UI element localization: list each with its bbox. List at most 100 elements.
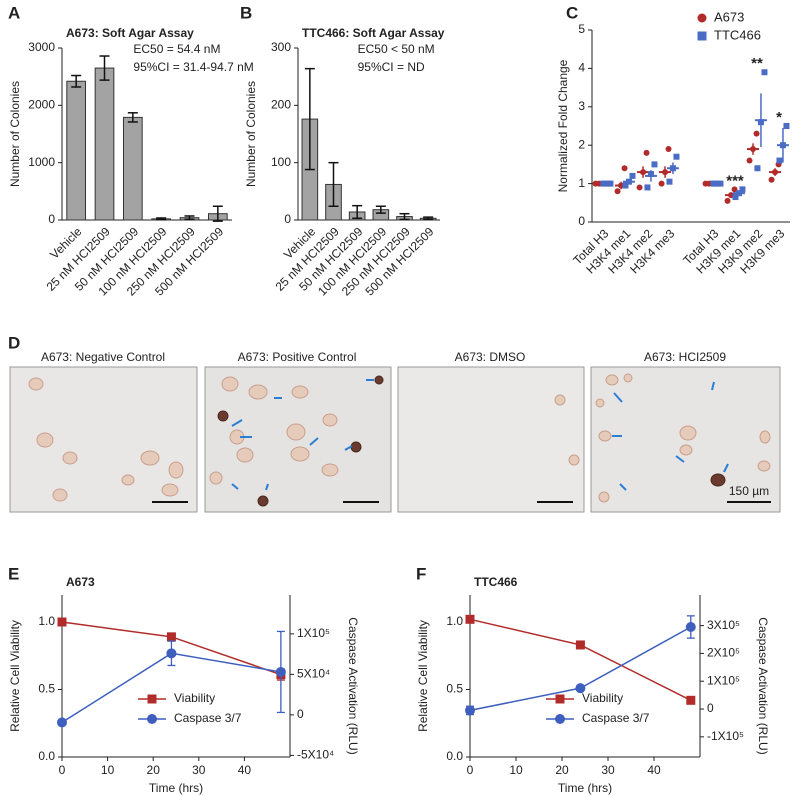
y-tick-label: 4 [578, 61, 585, 75]
x-tick-label: 30 [192, 763, 206, 777]
data-point [621, 165, 628, 172]
annotation: 95%CI = 31.4-94.7 nM [133, 60, 253, 74]
chart-title: TTC466 [474, 575, 518, 589]
x-tick-label: 30 [601, 763, 615, 777]
significance-label: *** [726, 172, 744, 189]
legend-label: Caspase 3/7 [174, 711, 242, 725]
legend-marker [147, 694, 157, 704]
arrows [231, 379, 729, 491]
data-point [166, 648, 177, 659]
chart-title: A673 [66, 575, 95, 589]
data-point [57, 717, 67, 728]
y-tick-label: 0.0 [446, 749, 463, 763]
bar [94, 67, 115, 221]
x-tick-label: 0 [59, 763, 66, 777]
y-axis-label: Relative Cell Viability [416, 620, 430, 732]
y2-tick-label: -1X10⁵ [707, 729, 744, 743]
bar [122, 116, 143, 221]
y-axis-label: Number of Colonies [244, 81, 258, 187]
y-tick-label: 100 [271, 155, 291, 169]
legend-marker [555, 714, 565, 724]
panel-letter: D [8, 333, 20, 352]
y-axis-label: Number of Colonies [8, 81, 22, 187]
significance-label: ** [751, 55, 763, 72]
data-point [465, 705, 475, 716]
annotation: 95%CI = ND [358, 60, 425, 74]
chart-title: A673: Soft Agar Assay [66, 26, 194, 40]
y2-tick-label: 5X10⁴ [297, 667, 330, 681]
data-point [614, 188, 621, 195]
data-point [166, 632, 176, 642]
legend-marker [555, 694, 565, 704]
y-tick-label: 0 [578, 214, 585, 228]
y-tick-label: 1.0 [446, 614, 463, 628]
data-point [686, 695, 696, 705]
panel-letter: E [8, 564, 19, 583]
data-point [575, 640, 585, 650]
annotation: EC50 < 50 nM [358, 42, 435, 56]
y2-tick-label: 1X10⁵ [707, 673, 740, 687]
legend-marker [697, 31, 707, 41]
y2-axis-label: Caspase Activation (RLU) [346, 617, 360, 754]
data-point [575, 683, 586, 694]
data-point [776, 157, 783, 164]
y-tick-label: 0.5 [446, 682, 463, 696]
data-point [665, 146, 672, 153]
legend-label: Viability [582, 691, 623, 705]
cells [28, 373, 771, 507]
data-point [746, 157, 753, 164]
data-point [685, 621, 696, 632]
data-point [754, 165, 761, 172]
x-tick-label: 40 [238, 763, 252, 777]
x-axis-label: Time (hrs) [558, 781, 612, 795]
y2-tick-label: 1X10⁵ [297, 626, 330, 640]
data-point [666, 178, 673, 185]
data-point [673, 153, 680, 160]
x-tick-label: 10 [509, 763, 523, 777]
legend-label: TTC466 [714, 27, 761, 42]
y-tick-label: 0.5 [38, 682, 55, 696]
x-tick-label: 0 [467, 763, 474, 777]
data-point [732, 194, 739, 201]
scale-bar-label: 150 µm [729, 484, 769, 498]
legend-label: Caspase 3/7 [582, 711, 650, 725]
x-tick-label: 20 [555, 763, 569, 777]
data-point [783, 123, 790, 129]
y2-tick-label: -5X10⁴ [297, 748, 334, 762]
y2-tick-label: 0 [297, 707, 304, 721]
data-point [465, 614, 475, 624]
y2-tick-label: 3X10⁵ [707, 618, 740, 632]
panel-letter: B [240, 3, 252, 22]
y-tick-label: 1 [578, 176, 585, 190]
y-axis-label: Normalized Fold Change [556, 59, 570, 192]
legend-marker [147, 714, 157, 724]
x-tick-label: 10 [101, 763, 115, 777]
y2-tick-label: 0 [707, 701, 714, 715]
series-line [469, 626, 692, 712]
data-point [622, 182, 629, 189]
y-tick-label: 2000 [28, 98, 55, 112]
image-title: A673: Negative Control [41, 350, 165, 364]
data-point [651, 161, 658, 168]
image-title: A673: HCI2509 [644, 350, 726, 364]
data-point [739, 186, 746, 193]
annotation: EC50 = 54.4 nM [133, 42, 220, 56]
x-axis-label: Time (hrs) [149, 781, 203, 795]
data-point [644, 184, 651, 191]
micrographs [9, 366, 781, 513]
panel-letter: A [8, 3, 20, 22]
x-tick-label: 20 [147, 763, 161, 777]
y-tick-label: 3 [578, 99, 585, 113]
y-tick-label: 0.0 [38, 749, 55, 763]
y-tick-label: 1000 [28, 155, 55, 169]
legend-marker [697, 13, 707, 23]
data-point [724, 197, 731, 204]
x-tick-label: 40 [647, 763, 661, 777]
y-tick-label: 300 [271, 40, 291, 54]
y-tick-label: 0 [48, 212, 55, 226]
data-point [658, 180, 665, 187]
y-axis-label: Relative Cell Viability [8, 620, 22, 732]
data-point [643, 149, 650, 156]
data-point [57, 617, 67, 627]
data-point [275, 666, 286, 677]
